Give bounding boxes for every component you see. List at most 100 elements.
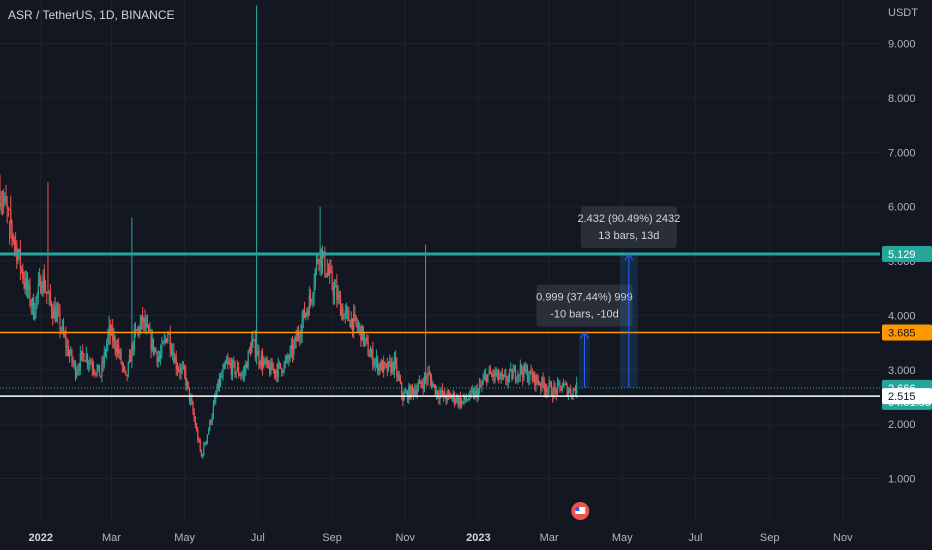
candle-body: [0, 203, 2, 206]
candle-body: [319, 249, 321, 263]
measure-label-line2: 13 bars, 13d: [598, 230, 659, 242]
candle-body: [571, 394, 573, 396]
candle-body: [229, 363, 231, 365]
candle-body: [76, 371, 78, 377]
candle-body: [544, 389, 547, 391]
candle-body: [193, 412, 195, 420]
candle-body: [434, 384, 436, 395]
y-tick-label: 4.000: [888, 310, 916, 322]
candle-body: [447, 392, 449, 394]
candle-body: [350, 318, 352, 328]
candle-body: [108, 324, 110, 336]
candle-body: [561, 387, 563, 391]
time-axis[interactable]: 2022 Mar May Jul Sep Nov 2023 Mar May Jul Sep Nov: [0, 522, 932, 550]
candle-body: [482, 379, 484, 384]
candle-body: [372, 350, 374, 366]
candle-body: [476, 389, 478, 398]
candle-body: [184, 366, 186, 373]
candle-body: [237, 367, 240, 375]
candle-body: [379, 364, 381, 370]
candle-body: [470, 391, 472, 392]
candle-body: [80, 350, 83, 354]
candle-body: [397, 375, 399, 377]
candle-body: [196, 426, 198, 431]
candles: [0, 5, 578, 459]
candle-body: [472, 391, 475, 398]
candle-body: [437, 390, 439, 397]
candle-body: [203, 444, 205, 455]
candle-body: [78, 369, 80, 370]
candle-body: [550, 384, 553, 395]
candle-body: [512, 371, 514, 380]
candle-body: [73, 362, 75, 364]
candle-body: [532, 372, 535, 380]
candle-body: [1, 203, 3, 204]
candle-body: [253, 339, 255, 341]
flag-body: [575, 507, 586, 514]
candle-body: [44, 290, 47, 292]
candle-body: [59, 312, 61, 330]
candle-body: [526, 369, 529, 382]
candle-body: [542, 377, 544, 384]
candle-body: [35, 297, 37, 314]
candle-body: [529, 370, 531, 379]
candle-body: [248, 349, 250, 352]
candle-body: [546, 389, 548, 393]
candle-body: [297, 332, 300, 337]
candle-body: [444, 391, 446, 399]
candle-body: [477, 390, 479, 398]
candle-body: [188, 387, 191, 401]
candle-body: [454, 401, 457, 403]
candle-body: [119, 351, 121, 354]
candle-body: [224, 363, 226, 365]
candle-body: [13, 240, 15, 243]
candle-body: [567, 391, 569, 396]
candle-body: [432, 384, 434, 387]
candle-body: [536, 375, 538, 382]
candle-body: [38, 277, 41, 283]
candle-body: [208, 429, 210, 435]
chart-title: ASR / TetherUS, 1D, BINANCE: [8, 8, 175, 22]
candle-body: [378, 364, 380, 372]
candle-body: [46, 291, 48, 294]
candle-body: [375, 357, 378, 361]
candle-body: [359, 326, 361, 327]
candle-body: [2, 200, 5, 204]
candle-body: [115, 348, 117, 353]
candle-body: [163, 339, 165, 343]
candle-body: [555, 388, 557, 394]
candle-body: [139, 323, 141, 333]
candle-body: [429, 374, 432, 380]
candle-body: [162, 342, 164, 344]
candle-body: [462, 400, 464, 402]
candle-body: [341, 308, 343, 316]
candle-body: [260, 356, 262, 366]
price-axis[interactable]: 1.0002.0003.0004.0005.0006.0007.0008.000…: [880, 0, 932, 550]
candle-body: [264, 359, 266, 362]
candle-body: [365, 338, 367, 339]
candle-body: [502, 375, 505, 377]
price-axis-bg: [880, 0, 932, 550]
candle-body: [113, 336, 115, 342]
candle-body: [442, 391, 445, 396]
candle-body: [285, 356, 288, 362]
candle-body: [321, 254, 324, 267]
candle-body: [55, 312, 57, 322]
candle-body: [273, 369, 276, 374]
candle-body: [128, 355, 131, 363]
candle-body: [342, 308, 344, 320]
candle-body: [71, 350, 73, 362]
candle-body: [345, 309, 348, 311]
x-tick-label: Mar: [102, 532, 121, 544]
candle-body: [221, 376, 223, 378]
candle-body: [403, 393, 405, 401]
candle-body: [58, 311, 60, 313]
candle-body: [457, 397, 459, 405]
candle-body: [62, 325, 65, 335]
candle-body: [506, 381, 508, 382]
candle-body: [383, 362, 385, 373]
candle-body: [338, 294, 340, 298]
candle-body: [525, 369, 527, 372]
